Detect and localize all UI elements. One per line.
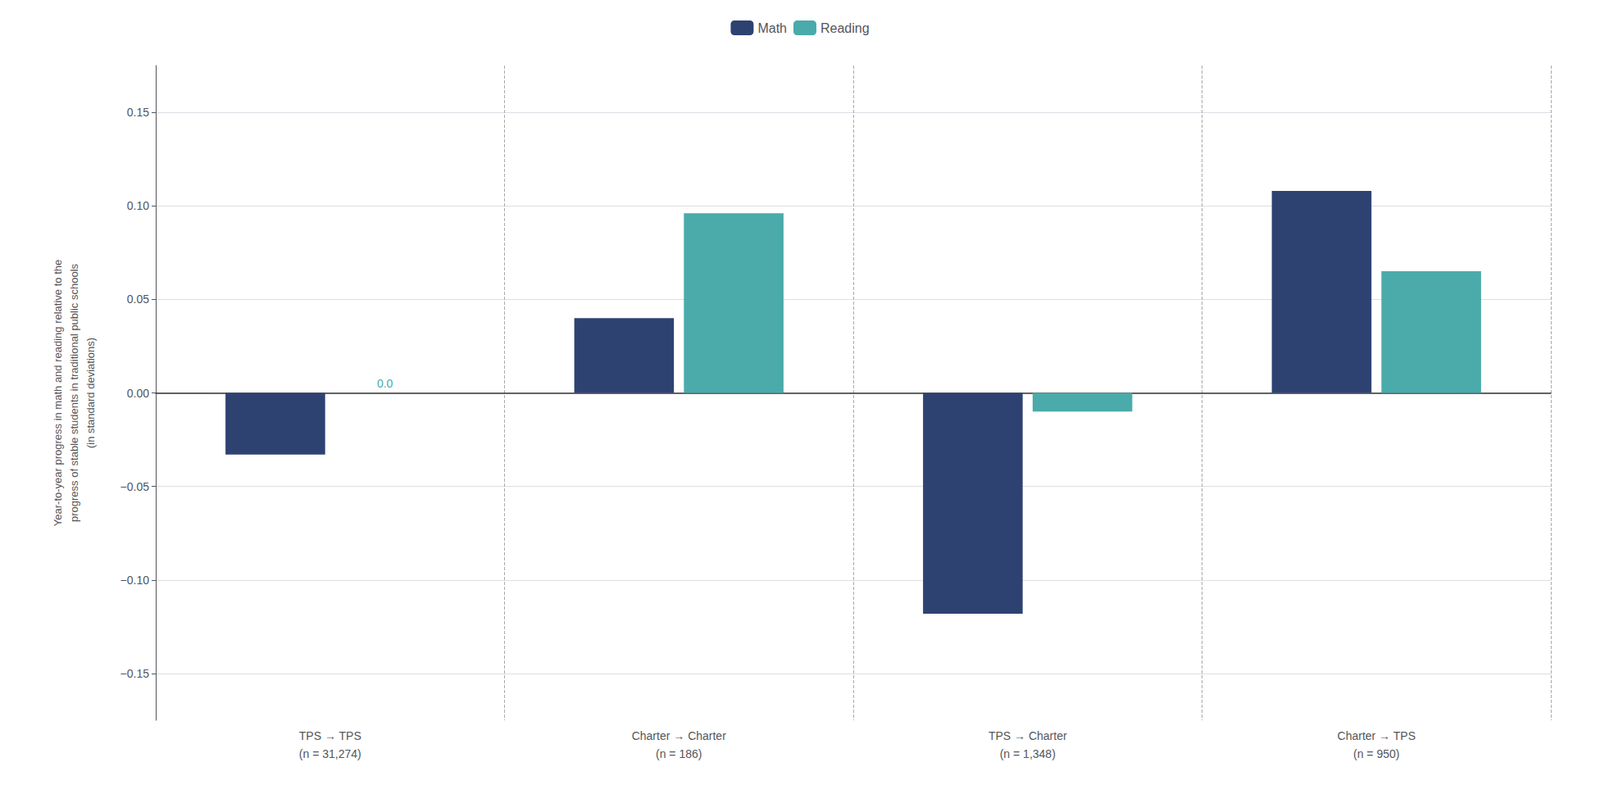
svg-text:(n = 31,274): (n = 31,274) [299, 747, 362, 761]
svg-text:−0.15: −0.15 [120, 667, 150, 681]
svg-text:TPS → TPS: TPS → TPS [299, 729, 362, 743]
svg-text:−0.10: −0.10 [120, 573, 150, 587]
svg-text:Math: Math [757, 21, 787, 36]
svg-text:Charter → Charter: Charter → Charter [631, 729, 727, 743]
svg-text:Charter → TPS: Charter → TPS [1337, 729, 1416, 743]
svg-text:0.10: 0.10 [127, 199, 150, 213]
svg-text:(n = 186): (n = 186) [655, 747, 702, 761]
svg-text:0.05: 0.05 [127, 292, 150, 306]
svg-text:0.0: 0.0 [377, 377, 394, 391]
svg-text:progress of stable students in: progress of stable students in tradition… [68, 263, 81, 523]
svg-text:0.15: 0.15 [127, 105, 150, 119]
svg-text:TPS → Charter: TPS → Charter [988, 729, 1068, 743]
svg-text:Reading: Reading [820, 21, 870, 36]
svg-text:(in standard deviations): (in standard deviations) [84, 337, 97, 449]
svg-text:(n = 950): (n = 950) [1353, 747, 1400, 761]
svg-text:Year-to-year progress in math: Year-to-year progress in math and readin… [51, 259, 64, 527]
svg-text:−0.05: −0.05 [120, 480, 150, 494]
svg-text:0.00: 0.00 [127, 386, 150, 400]
svg-text:(n = 1,348): (n = 1,348) [1000, 747, 1056, 761]
